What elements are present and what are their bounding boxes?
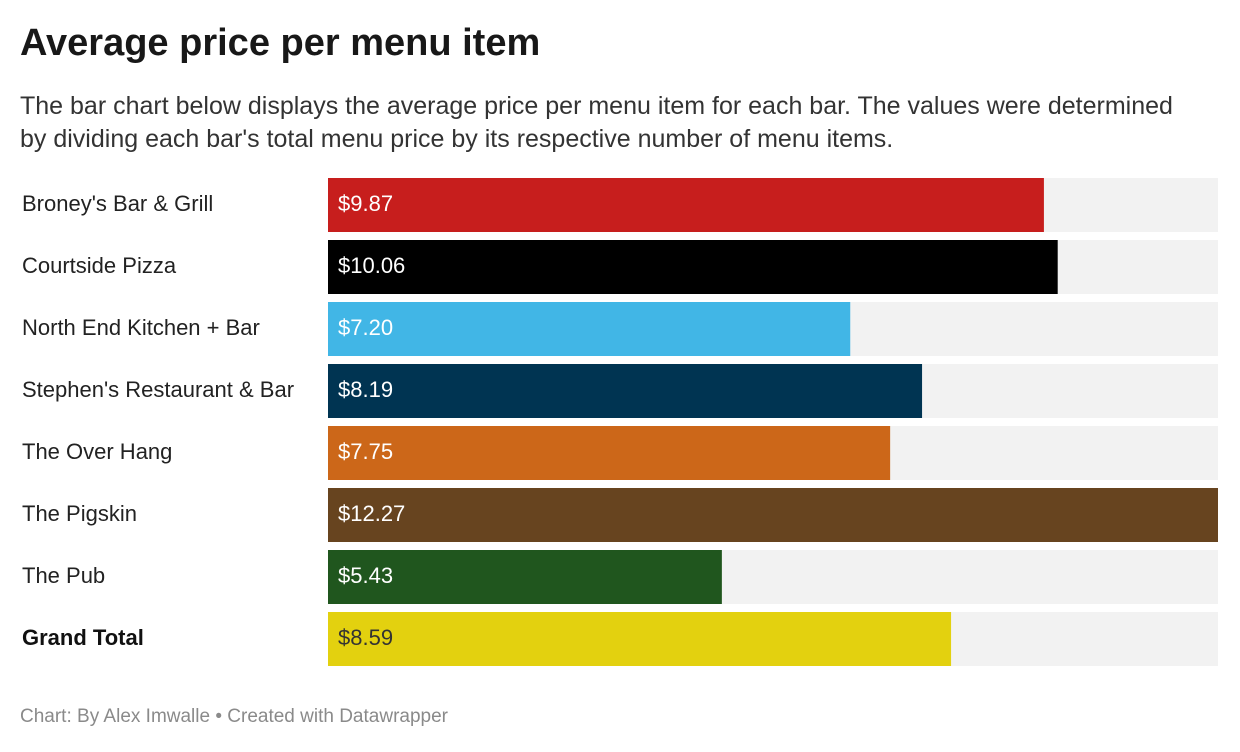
category-label: Courtside Pizza: [22, 253, 177, 278]
value-label: $10.06: [338, 253, 405, 278]
bar: [328, 240, 1058, 294]
value-label: $5.43: [338, 563, 393, 588]
value-label: $7.75: [338, 439, 393, 464]
value-label: $7.20: [338, 315, 393, 340]
value-label: $8.19: [338, 377, 393, 402]
category-label: North End Kitchen + Bar: [22, 315, 260, 340]
category-label: The Pub: [22, 563, 105, 588]
value-label: $8.59: [338, 625, 393, 650]
bar: [328, 364, 923, 418]
category-label: The Pigskin: [22, 501, 137, 526]
bar: [328, 488, 1218, 542]
chart-title: Average price per menu item: [20, 22, 541, 64]
category-label: Broney's Bar & Grill: [22, 191, 213, 216]
category-label: The Over Hang: [22, 439, 172, 464]
category-label: Stephen's Restaurant & Bar: [22, 377, 294, 402]
chart-subtitle: The bar chart below displays the average…: [20, 92, 1173, 153]
chart-source: Chart: By Alex Imwalle • Created with Da…: [20, 706, 448, 727]
value-label: $12.27: [338, 501, 405, 526]
bar: [328, 426, 891, 480]
category-label: Grand Total: [22, 625, 144, 650]
chart: Broney's Bar & Grill $9.87 Courtside Pizza…: [22, 178, 1218, 666]
bar: [328, 178, 1044, 232]
bar: [328, 550, 722, 604]
bar: [328, 612, 952, 666]
bar: [328, 302, 851, 356]
value-label: $9.87: [338, 191, 393, 216]
